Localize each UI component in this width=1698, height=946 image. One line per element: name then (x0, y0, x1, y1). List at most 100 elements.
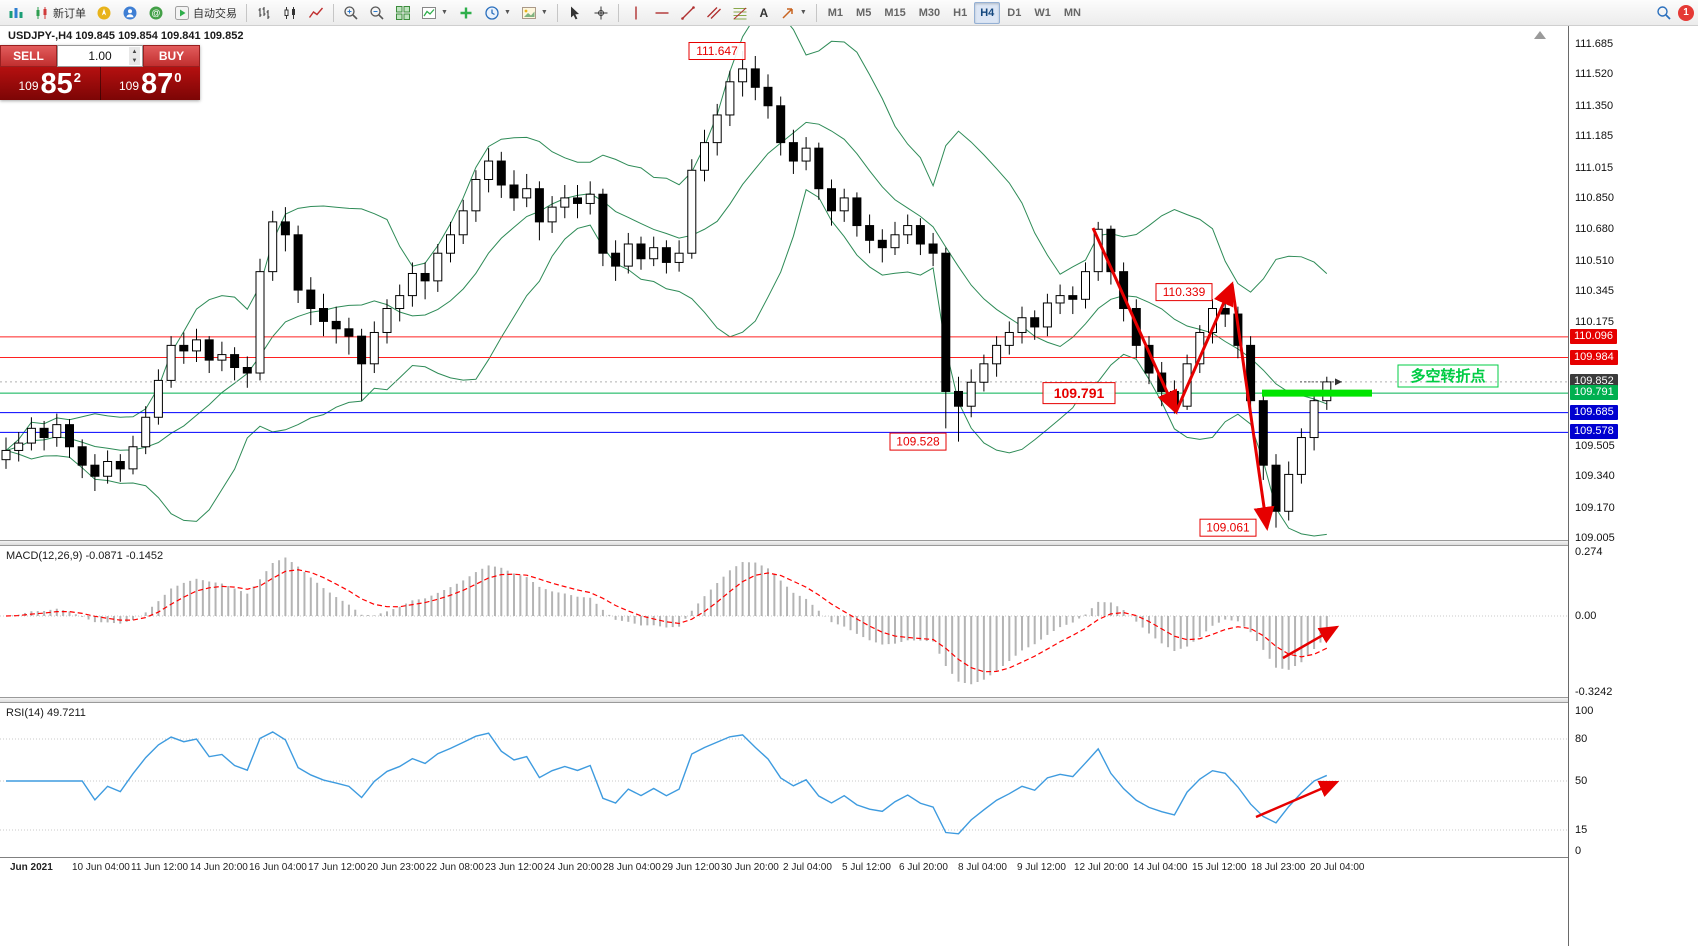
zoom-out-button[interactable] (365, 2, 389, 24)
rsi-panel[interactable] (0, 703, 1568, 857)
timeframe-d1-button[interactable]: D1 (1001, 2, 1027, 24)
timeframe-m30-button[interactable]: M30 (913, 2, 946, 24)
text-tool-icon: A (759, 5, 769, 20)
chart-plot-region: 111.647 110.339 109.791 109.528 109.061 多空转折点… (0, 26, 1568, 946)
volume-input[interactable]: 1.00 ▲ ▼ (57, 45, 143, 67)
vertical-line-tool-button[interactable] (624, 2, 648, 24)
price-level-badge: 110.096 (1570, 328, 1617, 344)
main-chart[interactable]: 111.647 110.339 109.791 109.528 109.061 多空转折点 (0, 26, 1568, 540)
zoom-in-button[interactable] (339, 2, 363, 24)
toolbar-separator (617, 3, 619, 22)
volume-decrease-button[interactable]: ▼ (129, 56, 140, 65)
toolbar-separator (815, 3, 817, 22)
time-label: 2 Jul 04:00 (783, 862, 832, 873)
horizontal-line-tool-button[interactable] (650, 2, 674, 24)
fibonacci-tool-button[interactable] (728, 2, 752, 24)
time-label: 12 Jul 20:00 (1074, 862, 1129, 873)
dropdown-caret-icon: ▼ (799, 9, 807, 16)
time-label: 30 Jun 20:00 (721, 862, 779, 873)
time-label: 20 Jul 04:00 (1310, 862, 1365, 873)
arrow-tool-icon (782, 7, 793, 19)
time-periods-button[interactable]: ▼ (480, 2, 515, 24)
new-order-button[interactable]: 新订单 (30, 2, 90, 24)
sell-price[interactable]: 109 85 2 (0, 67, 101, 100)
timeframe-m1-button[interactable]: M1 (822, 2, 849, 24)
notification-badge[interactable]: 1 (1678, 4, 1694, 21)
time-label: 15 Jul 12:00 (1192, 862, 1247, 873)
timeframe-h1-button[interactable]: H1 (947, 2, 973, 24)
autotrade-play-icon (175, 5, 189, 20)
price-tick: 110.345 (1575, 285, 1614, 297)
timeframe-m15-button[interactable]: M15 (878, 2, 911, 24)
rsi-axis-tick: 15 (1575, 824, 1588, 836)
text-tool-button[interactable]: A (754, 2, 774, 24)
time-label: 9 Jul 12:00 (1017, 862, 1066, 873)
time-label: 24 Jun 20:00 (544, 862, 602, 873)
fibonacci-icon (733, 7, 747, 19)
search-button[interactable] (1652, 2, 1676, 24)
rsi-indicator-label: RSI(14) 49.7211 (6, 707, 86, 719)
trendline-tool-button[interactable] (676, 2, 700, 24)
arrows-tool-button[interactable]: ▼ (776, 2, 811, 24)
tile-windows-button[interactable] (391, 2, 415, 24)
trendline-icon (681, 5, 695, 20)
time-label: 14 Jun 20:00 (190, 862, 248, 873)
line-chart-icon (308, 7, 324, 18)
line-chart-button[interactable] (304, 2, 328, 24)
macd-indicator-label: MACD(12,26,9) -0.0871 -0.1452 (6, 550, 164, 562)
time-label: Jun 2021 (10, 862, 53, 873)
dropdown-caret-icon: ▼ (441, 9, 448, 16)
channel-tool-button[interactable] (702, 2, 726, 24)
dropdown-caret-icon: ▼ (540, 9, 548, 16)
price-tick: 111.350 (1575, 99, 1614, 112)
svg-text:多空转折点: 多空转折点 (1410, 367, 1485, 385)
profile-button[interactable] (118, 2, 142, 24)
bar-chart-button[interactable] (252, 2, 276, 24)
candlestick-chart-button[interactable] (278, 2, 302, 24)
timeframe-mn-button[interactable]: MN (1058, 2, 1087, 24)
svg-text:109.791: 109.791 (1054, 385, 1105, 401)
crosshair-icon (594, 6, 608, 19)
panel-separator[interactable] (0, 697, 1568, 703)
sell-button[interactable]: SELL (0, 45, 57, 67)
bar-chart-icon (258, 6, 270, 19)
time-label: 14 Jul 04:00 (1133, 862, 1188, 873)
app-logo-button[interactable] (4, 2, 28, 24)
timeframe-w1-button[interactable]: W1 (1028, 2, 1057, 24)
svg-text:111.647: 111.647 (696, 44, 738, 58)
compass-button[interactable] (92, 2, 116, 24)
volume-increase-button[interactable]: ▲ (129, 47, 140, 56)
timeframe-group: M1 M5 M15 M30 H1 H4 D1 W1 MN (822, 1, 1087, 24)
symbol-ohlc-label: USDJPY-,H4 109.845 109.854 109.841 109.8… (8, 30, 244, 42)
community-button[interactable]: @ (144, 2, 168, 24)
volume-value: 1.00 (88, 49, 112, 63)
dropdown-caret-icon: ▼ (503, 9, 511, 16)
indicator-list-button[interactable]: ▼ (417, 2, 452, 24)
autotrade-button[interactable]: 自动交易 (170, 2, 241, 24)
svg-text:109.061: 109.061 (1206, 521, 1250, 535)
price-tick: 111.185 (1575, 130, 1614, 143)
price-tick: 110.680 (1575, 223, 1614, 236)
time-axis[interactable]: Jun 2021 10 Jun 04:00 11 Jun 12:00 14 Jun 2… (0, 857, 1568, 880)
timeframe-h4-button[interactable]: H4 (974, 1, 1001, 24)
add-indicator-button[interactable] (454, 2, 478, 24)
time-label: 8 Jul 04:00 (958, 862, 1007, 873)
timeframe-m5-button[interactable]: M5 (850, 2, 877, 24)
toolbar-separator (556, 3, 558, 22)
price-axis[interactable]: 111.685 111.520 111.350 111.185 111.015 110.8… (1568, 26, 1698, 946)
cursor-tool-button[interactable] (563, 2, 587, 24)
svg-text:110.339: 110.339 (1163, 285, 1206, 299)
panel-separator[interactable] (0, 540, 1568, 546)
app-logo-icon (9, 7, 23, 18)
rsi-axis-tick: 100 (1575, 705, 1594, 717)
chart-template-button[interactable]: ▼ (517, 2, 552, 24)
time-label: 18 Jul 23:00 (1251, 862, 1306, 873)
price-tick: 110.175 (1575, 316, 1614, 329)
buy-price[interactable]: 109 87 0 (118, 68, 182, 100)
price-tick: 110.850 (1575, 191, 1614, 204)
macd-panel[interactable] (0, 546, 1568, 697)
price-tick: 109.170 (1575, 501, 1615, 514)
buy-button[interactable]: BUY (143, 45, 200, 67)
crosshair-tool-button[interactable] (589, 2, 613, 24)
time-label: 10 Jun 04:00 (72, 862, 130, 873)
